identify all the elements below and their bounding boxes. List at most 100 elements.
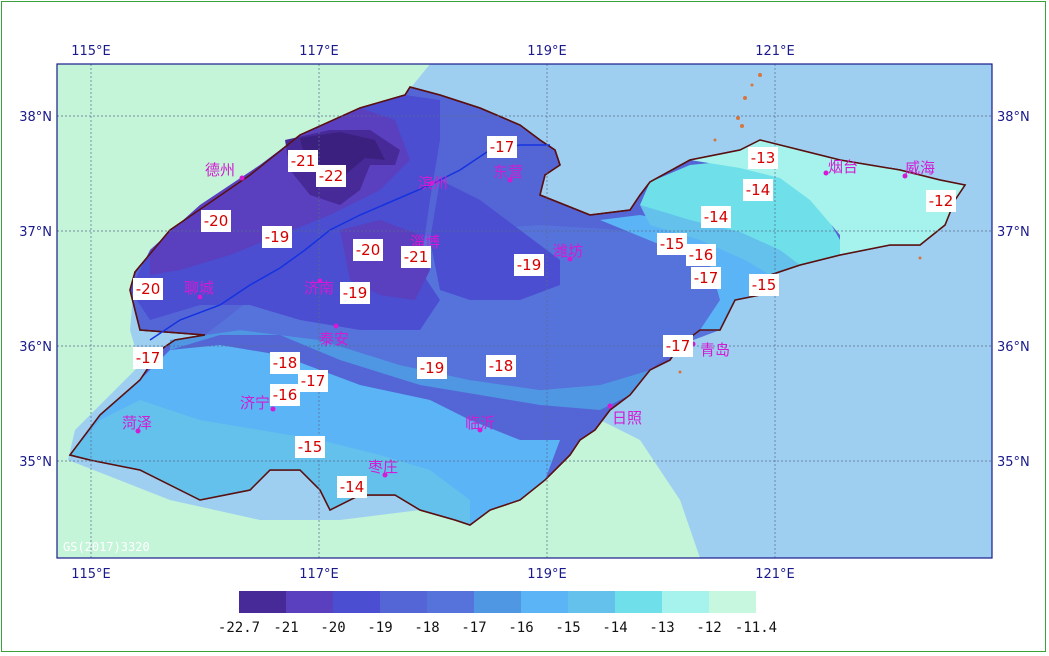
legend-swatch: [239, 591, 286, 613]
contour-value-label: -18: [486, 355, 516, 377]
zone-east-minus15: [640, 205, 810, 275]
svg-text:-13: -13: [751, 149, 776, 167]
svg-text:-18: -18: [489, 357, 514, 375]
legend-swatch: [380, 591, 427, 613]
contour-labels: -21-22-17-13-14-20-19-14-20 -21 -19-15-16-…: [133, 136, 956, 498]
city-weifang[interactable]: 潍坊: [553, 242, 583, 262]
contour-value-label: -19: [417, 357, 447, 379]
svg-text:东营: 东营: [493, 163, 523, 181]
contour-value-label: -16: [270, 384, 300, 406]
contour-value-label: -14: [743, 179, 773, 201]
legend-label: -12: [696, 620, 721, 636]
yellow-river: [149, 144, 550, 341]
contour-value-label: -19: [262, 226, 292, 248]
map-plot-area: [57, 64, 992, 558]
svg-text:临沂: 临沂: [465, 414, 495, 432]
svg-text:-12: -12: [929, 192, 954, 210]
legend-swatch: [286, 591, 333, 613]
svg-text:威海: 威海: [905, 159, 935, 177]
lon-label-bottom: 115°E: [71, 567, 111, 582]
legend-label: -18: [414, 620, 439, 636]
legend-label: -13: [649, 620, 674, 636]
legend-label: -22.7: [218, 620, 260, 636]
contour-value-label: -15: [749, 274, 779, 296]
city-zaozhuang[interactable]: 枣庄: [368, 458, 398, 478]
svg-text:-18: -18: [273, 354, 298, 372]
svg-text:-20: -20: [356, 241, 381, 259]
contour-value-label: -17: [691, 267, 721, 289]
lon-label-bottom: 117°E: [299, 567, 339, 582]
svg-text:-15: -15: [752, 276, 777, 294]
city-binzhou[interactable]: 滨州: [418, 174, 448, 192]
svg-text:济宁: 济宁: [240, 394, 270, 412]
lon-label-bottom: 119°E: [527, 567, 567, 582]
lon-label-top: 119°E: [527, 44, 567, 59]
city-jining[interactable]: 济宁: [240, 394, 276, 412]
contour-value-label: -20: [133, 278, 163, 300]
map-watermark: GS(2017)3320: [63, 540, 150, 554]
legend-swatch: [474, 591, 521, 613]
svg-text:枣庄: 枣庄: [368, 458, 398, 476]
svg-text:-22: -22: [319, 167, 344, 185]
city-liaocheng[interactable]: 聊城: [184, 279, 214, 300]
svg-text:潍坊: 潍坊: [553, 242, 583, 260]
city-dongying[interactable]: 东营: [493, 163, 523, 183]
svg-text:-17: -17: [136, 349, 161, 367]
zone-east-minus14: [640, 160, 840, 265]
contour-value-label: -19: [514, 254, 544, 276]
legend-label: -17: [461, 620, 486, 636]
legend-swatch: [709, 591, 756, 613]
legend-swatch: [615, 591, 662, 613]
color-legend: -22.7 -21 -20 -19 -18 -17 -16 -15 -14 -13 -12 -11.4: [218, 591, 777, 636]
svg-text:滨州: 滨州: [418, 174, 448, 192]
city-jinan[interactable]: 济南: [304, 278, 334, 298]
lat-label-right: 38°N: [997, 110, 1030, 125]
city-rizhao[interactable]: 日照: [607, 403, 643, 428]
svg-text:-16: -16: [689, 246, 714, 264]
city-heze[interactable]: 菏泽: [122, 414, 152, 434]
svg-text:-19: -19: [420, 359, 445, 377]
city-taian[interactable]: 泰安: [319, 323, 349, 349]
svg-text:济南: 济南: [304, 279, 334, 297]
svg-text:-19: -19: [517, 256, 542, 274]
svg-text:菏泽: 菏泽: [122, 414, 152, 432]
svg-text:日照: 日照: [612, 409, 642, 427]
legend-label: -11.4: [735, 620, 777, 636]
svg-text:泰安: 泰安: [319, 330, 349, 348]
contour-value-label: -22: [316, 165, 346, 187]
legend-swatch: [568, 591, 615, 613]
legend-label: -14: [602, 620, 627, 636]
axis-ticks: 115°E 117°E 119°E 121°E 115°E 117°E 119°…: [19, 44, 1030, 582]
contour-value-label: -15: [657, 233, 687, 255]
contour-value-label: -17: [133, 347, 163, 369]
legend-label: -19: [367, 620, 392, 636]
city-dezhou[interactable]: 德州: [205, 161, 245, 181]
svg-text:-14: -14: [340, 478, 365, 496]
city-linyi[interactable]: 临沂: [465, 414, 495, 433]
zone-minus15: [70, 400, 470, 525]
svg-text:-14: -14: [746, 181, 771, 199]
zone-minus17: [170, 330, 650, 410]
lat-label-right: 36°N: [997, 340, 1030, 355]
legend-label: -16: [508, 620, 533, 636]
contour-value-label: -18: [270, 352, 300, 374]
svg-text:-15: -15: [660, 235, 685, 253]
lat-label-left: 38°N: [19, 110, 52, 125]
svg-text:烟台: 烟台: [828, 158, 858, 176]
land-outside-region: [57, 64, 700, 558]
svg-text:-20: -20: [204, 212, 229, 230]
city-yantai[interactable]: 烟台: [823, 158, 859, 176]
contour-value-label: -17: [487, 136, 517, 158]
contour-value-label: -16: [686, 244, 716, 266]
lon-label-top: 117°E: [299, 44, 339, 59]
city-weihai[interactable]: 威海: [902, 159, 936, 179]
svg-text:青岛: 青岛: [700, 341, 730, 359]
contour-value-label: -19: [340, 282, 370, 304]
contour-value-label: -12: [926, 190, 956, 212]
legend-label: -15: [555, 620, 580, 636]
zone-minus22: [300, 132, 385, 175]
legend-swatch: [662, 591, 709, 613]
legend-label: -20: [320, 620, 345, 636]
lat-label-left: 35°N: [19, 455, 52, 470]
